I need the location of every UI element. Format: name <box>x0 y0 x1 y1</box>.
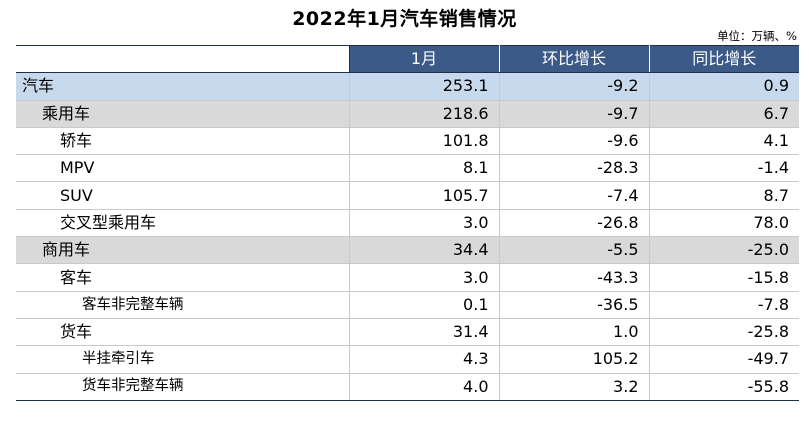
jan-value: 4.0 <box>348 373 499 401</box>
row-label: SUV <box>16 181 349 210</box>
jan-value: 8.1 <box>348 154 499 183</box>
table-row: 交叉型乘用车 3.0 -26.8 78.0 <box>16 209 799 238</box>
mom-value: -7.4 <box>498 181 649 210</box>
table-row: 货车 31.4 1.0 -25.8 <box>16 318 799 347</box>
table-row: 客车 3.0 -43.3 -15.8 <box>16 263 799 292</box>
mom-value: 3.2 <box>498 373 649 401</box>
mom-value: -26.8 <box>498 209 649 238</box>
row-label: 半挂牵引车 <box>16 345 349 374</box>
table-header-row: 1月 环比增长 同比增长 <box>16 44 799 74</box>
jan-value: 34.4 <box>348 236 499 265</box>
sales-table: 1月 环比增长 同比增长 汽车 253.1 -9.2 0.9 乘用车 218.6 -9.7 6… <box>16 44 799 401</box>
header-mom: 环比增长 <box>499 44 650 74</box>
jan-value: 31.4 <box>348 318 499 347</box>
table-row: 半挂牵引车 4.3 105.2 -49.7 <box>16 345 799 374</box>
mom-value: -43.3 <box>498 263 649 292</box>
header-jan: 1月 <box>349 44 500 74</box>
yoy-value: -49.7 <box>648 345 799 374</box>
row-label: 商用车 <box>16 236 349 265</box>
header-yoy: 同比增长 <box>649 44 799 74</box>
yoy-value: 78.0 <box>648 209 799 238</box>
yoy-value: -25.8 <box>648 318 799 347</box>
jan-value: 4.3 <box>348 345 499 374</box>
mom-value: -9.6 <box>498 127 649 156</box>
unit-note: 单位：万辆、% <box>717 29 797 43</box>
mom-value: -9.7 <box>498 100 649 128</box>
mom-value: 105.2 <box>498 345 649 374</box>
yoy-value: 0.9 <box>648 72 799 101</box>
row-label: 轿车 <box>16 127 349 156</box>
table-body: 汽车 253.1 -9.2 0.9 乘用车 218.6 -9.7 6.7 轿车 101.8 -9.6… <box>16 72 799 401</box>
yoy-value: -1.4 <box>648 154 799 183</box>
mom-value: -5.5 <box>498 236 649 265</box>
jan-value: 253.1 <box>348 72 499 101</box>
page-title: 2022年1月汽车销售情况 <box>292 8 517 30</box>
table-row: SUV 105.7 -7.4 8.7 <box>16 181 799 210</box>
yoy-value: -7.8 <box>648 291 799 319</box>
table-row: MPV 8.1 -28.3 -1.4 <box>16 154 799 183</box>
row-label: 货车非完整车辆 <box>16 373 349 401</box>
jan-value: 105.7 <box>348 181 499 210</box>
row-label: 客车 <box>16 263 349 292</box>
table-row: 轿车 101.8 -9.6 4.1 <box>16 127 799 156</box>
mom-value: -9.2 <box>498 72 649 101</box>
yoy-value: -15.8 <box>648 263 799 292</box>
jan-value: 3.0 <box>348 263 499 292</box>
row-label: 乘用车 <box>16 100 349 128</box>
table-row: 客车非完整车辆 0.1 -36.5 -7.8 <box>16 291 799 319</box>
jan-value: 0.1 <box>348 291 499 319</box>
jan-value: 3.0 <box>348 209 499 238</box>
row-label: 汽车 <box>16 72 349 101</box>
jan-value: 101.8 <box>348 127 499 156</box>
row-label: 货车 <box>16 318 349 347</box>
mom-value: 1.0 <box>498 318 649 347</box>
mom-value: -36.5 <box>498 291 649 319</box>
yoy-value: -55.8 <box>648 373 799 401</box>
row-label: MPV <box>16 154 349 183</box>
yoy-value: 6.7 <box>648 100 799 128</box>
table-row: 汽车 253.1 -9.2 0.9 <box>16 72 799 101</box>
yoy-value: 4.1 <box>648 127 799 156</box>
row-label: 交叉型乘用车 <box>16 209 349 238</box>
table-row: 货车非完整车辆 4.0 3.2 -55.8 <box>16 373 799 401</box>
row-label: 客车非完整车辆 <box>16 291 349 319</box>
yoy-value: 8.7 <box>648 181 799 210</box>
header-blank <box>16 44 350 74</box>
mom-value: -28.3 <box>498 154 649 183</box>
table-row: 乘用车 218.6 -9.7 6.7 <box>16 100 799 128</box>
yoy-value: -25.0 <box>648 236 799 265</box>
jan-value: 218.6 <box>348 100 499 128</box>
table-row: 商用车 34.4 -5.5 -25.0 <box>16 236 799 265</box>
